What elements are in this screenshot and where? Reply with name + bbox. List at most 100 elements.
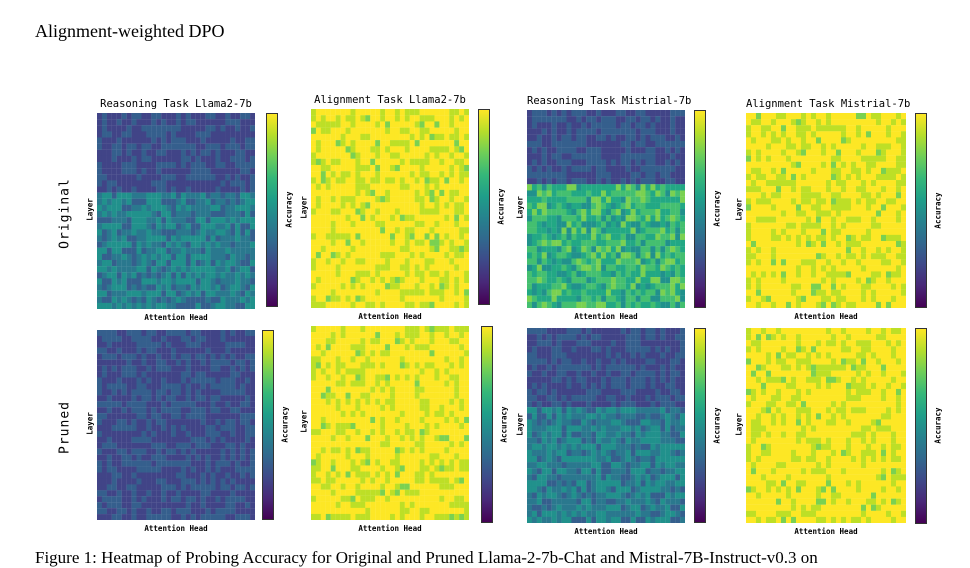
- heatmap-cell: [116, 119, 122, 126]
- heatmap-cell: [620, 301, 626, 308]
- heatmap-cell: [836, 198, 842, 205]
- heatmap-cell: [551, 122, 557, 129]
- heatmap-cell: [615, 184, 621, 191]
- heatmap-cell: [660, 233, 666, 241]
- panel-title: Reasoning Task Llama2-7b: [100, 98, 252, 110]
- heatmap-cell: [230, 436, 236, 443]
- heatmap-cell: [166, 430, 172, 437]
- heatmap-cell: [566, 140, 572, 148]
- heatmap-cell: [131, 241, 137, 248]
- heatmap-cell: [190, 113, 196, 120]
- heatmap-cell: [459, 133, 465, 141]
- heatmap-cell: [176, 419, 182, 426]
- heatmap-cell: [660, 258, 666, 265]
- heatmap-cell: [851, 265, 857, 272]
- heatmap-cell: [761, 216, 767, 223]
- heatmap-cell: [106, 484, 112, 491]
- heatmap-cell: [434, 301, 440, 308]
- heatmap-cell: [394, 295, 400, 302]
- heatmap-cell: [151, 365, 157, 372]
- heatmap-cell: [454, 133, 460, 141]
- heatmap-cell: [766, 247, 772, 254]
- heatmap-cell: [101, 371, 107, 378]
- heatmap-cell: [806, 247, 812, 254]
- heatmap-cell: [156, 131, 162, 138]
- heatmap-cell: [454, 270, 460, 278]
- heatmap-cell: [871, 240, 877, 248]
- heatmap-cell: [556, 227, 562, 234]
- heatmap-cell: [571, 270, 577, 278]
- heatmap-cell: [811, 113, 817, 120]
- heatmap-cell: [360, 239, 366, 246]
- heatmap-cell: [796, 301, 802, 308]
- heatmap-cell: [116, 143, 122, 150]
- heatmap-cell: [131, 278, 137, 285]
- heatmap-cell: [176, 217, 182, 224]
- heatmap-cell: [156, 211, 162, 218]
- heatmap-cell: [831, 240, 837, 248]
- heatmap-cell: [315, 177, 321, 184]
- heatmap-cell: [171, 383, 177, 390]
- heatmap-cell: [215, 253, 221, 261]
- heatmap-cell: [146, 217, 152, 224]
- heatmap-cell: [220, 484, 226, 491]
- heatmap-cell: [185, 302, 191, 309]
- heatmap-cell: [601, 289, 607, 296]
- heatmap-cell: [126, 460, 132, 467]
- heatmap-cell: [156, 442, 162, 449]
- heatmap-cell: [335, 146, 341, 153]
- heatmap-cell: [146, 448, 152, 455]
- heatmap-cell: [821, 155, 827, 162]
- heatmap-cell: [771, 149, 777, 156]
- heatmap-cell: [665, 289, 671, 296]
- heatmap-cell: [121, 125, 127, 132]
- heatmap-cell: [791, 113, 797, 120]
- heatmap-cell: [190, 180, 196, 187]
- heatmap-cell: [97, 353, 103, 360]
- heatmap-cell: [640, 233, 646, 241]
- heatmap-cell: [586, 116, 592, 123]
- heatmap-cell: [235, 302, 241, 309]
- heatmap-cell: [394, 301, 400, 308]
- heatmap-cell: [891, 295, 897, 303]
- heatmap-cell: [791, 216, 797, 223]
- heatmap-cell: [156, 229, 162, 236]
- heatmap-cell: [896, 259, 902, 266]
- heatmap-cell: [841, 137, 847, 144]
- heatmap-cell: [106, 217, 112, 224]
- heatmap-cell: [841, 167, 847, 175]
- heatmap-cell: [380, 289, 386, 296]
- heatmap-cell: [385, 109, 391, 116]
- heatmap-cell: [606, 190, 612, 197]
- heatmap-cell: [615, 264, 621, 271]
- heatmap-cell: [205, 389, 211, 396]
- heatmap-cell: [230, 241, 236, 248]
- heatmap-cell: [680, 110, 685, 117]
- heatmap-cell: [655, 301, 661, 308]
- heatmap-cell: [161, 430, 167, 437]
- heatmap-cell: [235, 174, 241, 181]
- heatmap-cell: [136, 119, 142, 126]
- heatmap-cell: [566, 289, 572, 296]
- heatmap-cell: [601, 184, 607, 191]
- heatmap-cell: [240, 217, 246, 224]
- heatmap-cell: [861, 198, 867, 205]
- heatmap-cell: [650, 209, 656, 216]
- heatmap-cell: [161, 131, 167, 138]
- heatmap-cell: [205, 335, 211, 342]
- heatmap-cell: [171, 113, 177, 120]
- heatmap-cell: [464, 183, 469, 190]
- heatmap-cell: [151, 284, 157, 291]
- heatmap-cell: [876, 277, 882, 284]
- section-heading: Alignment-weighted DPO: [35, 21, 225, 41]
- heatmap-cell: [761, 131, 767, 138]
- heatmap-cell: [876, 125, 882, 132]
- heatmap-cell: [826, 259, 832, 266]
- heatmap-cell: [551, 252, 557, 259]
- heatmap-cell: [531, 233, 537, 241]
- heatmap-cell: [176, 168, 182, 175]
- heatmap-cell: [429, 140, 435, 147]
- heatmap-cell: [325, 301, 331, 308]
- heatmap-cell: [665, 252, 671, 259]
- heatmap-cell: [761, 167, 767, 175]
